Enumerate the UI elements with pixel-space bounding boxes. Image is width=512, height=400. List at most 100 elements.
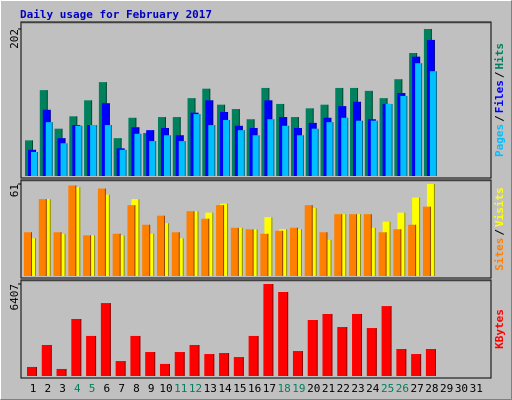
bar <box>326 122 334 176</box>
bar <box>233 357 244 376</box>
legend-entry: KBytes <box>493 309 506 349</box>
x-tick-label: 25 <box>381 382 394 395</box>
x-tick-label: 22 <box>337 382 350 395</box>
bar <box>304 205 313 276</box>
bar <box>159 363 170 376</box>
legend-entry: Visits <box>493 187 506 227</box>
bar <box>307 319 318 376</box>
bar <box>134 133 142 176</box>
bar <box>230 227 239 276</box>
bar <box>319 232 328 276</box>
legend: KBytes <box>493 309 506 349</box>
legend: Sites / Visits <box>493 187 506 271</box>
bar <box>252 135 260 176</box>
bar <box>425 349 436 376</box>
bar <box>41 344 52 376</box>
bar <box>208 125 216 176</box>
bar <box>115 361 126 376</box>
x-tick-label: 9 <box>148 382 155 395</box>
y-tick-label: 61 <box>8 184 21 197</box>
x-tick-label: 30 <box>455 382 468 395</box>
bar <box>204 354 215 376</box>
bar <box>142 224 151 276</box>
x-tick-label: 2 <box>44 382 51 395</box>
bar <box>292 351 303 376</box>
bar <box>171 232 180 276</box>
x-tick-label: 13 <box>204 382 217 395</box>
bar <box>100 303 111 376</box>
x-tick-label: 8 <box>133 382 140 395</box>
bar <box>385 103 393 176</box>
bar <box>422 206 431 276</box>
x-tick-label: 23 <box>351 382 364 395</box>
bar <box>275 230 284 276</box>
bar <box>31 151 38 176</box>
bar <box>216 205 225 276</box>
x-tick-label: 19 <box>292 382 305 395</box>
x-tick-label: 10 <box>159 382 172 395</box>
legend: Pages/Files/Hits <box>493 43 506 157</box>
bar <box>245 229 254 276</box>
bar <box>278 291 289 376</box>
bar <box>366 328 377 376</box>
bar <box>45 122 53 176</box>
bar <box>38 199 47 276</box>
bar <box>396 349 407 376</box>
bar <box>381 306 392 376</box>
x-tick-label: 14 <box>218 382 232 395</box>
bar <box>71 318 82 376</box>
x-tick-label: 21 <box>322 382 335 395</box>
bar <box>149 141 157 176</box>
y-tick-label: 6407 <box>8 284 21 311</box>
bar <box>68 185 77 276</box>
chart-title: Daily usage for February 2017 <box>20 8 212 21</box>
x-tick-label: 4 <box>74 382 81 395</box>
bar <box>156 215 165 276</box>
legend-entry: Files <box>493 80 506 113</box>
x-tick-label: 7 <box>118 382 125 395</box>
bar <box>219 353 230 376</box>
bar <box>356 120 364 176</box>
bar <box>24 232 32 276</box>
x-tick-label: 11 <box>174 382 187 395</box>
bar <box>130 335 141 376</box>
bar <box>415 63 423 176</box>
bar <box>296 135 304 176</box>
x-tick-label: 12 <box>189 382 202 395</box>
bar <box>104 125 112 176</box>
bar <box>429 71 437 176</box>
bar <box>90 125 98 176</box>
bar <box>201 218 210 276</box>
x-tick-label: 16 <box>248 382 261 395</box>
bar <box>378 232 387 276</box>
bar <box>349 214 358 276</box>
bar <box>186 211 195 276</box>
x-tick-label: 15 <box>233 382 246 395</box>
bar <box>363 214 372 276</box>
bar <box>311 128 319 176</box>
bar <box>83 235 92 276</box>
bar <box>178 141 186 176</box>
bar <box>174 352 185 376</box>
legend-separator: / <box>493 229 506 236</box>
bar <box>189 344 200 376</box>
bar <box>411 354 422 376</box>
bar <box>97 188 106 276</box>
x-tick-label: 3 <box>59 382 66 395</box>
bar <box>289 227 298 276</box>
legend-entry: Sites <box>493 238 506 271</box>
bar <box>249 229 258 276</box>
bar <box>282 125 290 176</box>
bar <box>408 224 417 276</box>
x-tick-label: 17 <box>263 382 276 395</box>
x-tick-label: 29 <box>440 382 453 395</box>
bar <box>119 149 127 176</box>
bar <box>163 135 171 176</box>
x-tick-label: 18 <box>278 382 291 395</box>
bar <box>341 117 349 176</box>
bar <box>60 143 68 176</box>
x-tick-label: 20 <box>307 382 320 395</box>
legend-entry: Hits <box>493 43 506 70</box>
